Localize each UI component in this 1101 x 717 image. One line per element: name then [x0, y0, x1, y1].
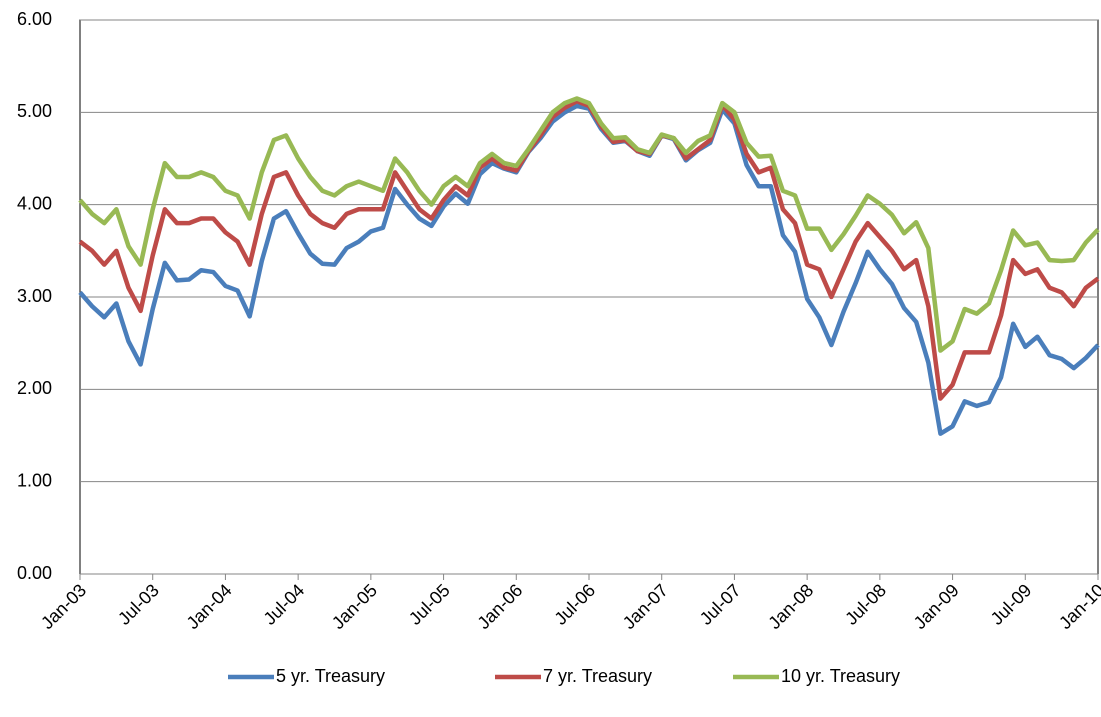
- x-tick-label: Jan-06: [473, 580, 526, 633]
- series-line: [78, 96, 1100, 353]
- x-tick-label: Jul-08: [841, 580, 890, 629]
- legend-label: 5 yr. Treasury: [276, 666, 385, 686]
- x-tick-label: Jan-05: [328, 580, 381, 633]
- x-tick-label: Jul-04: [260, 580, 309, 629]
- y-tick-label: 5.00: [17, 101, 52, 121]
- x-tick-label: Jan-09: [910, 580, 963, 633]
- x-tick-label: Jul-07: [696, 580, 745, 629]
- x-tick-label: Jan-08: [764, 580, 817, 633]
- x-tick-label: Jan-07: [619, 580, 672, 633]
- y-tick-label: 3.00: [17, 286, 52, 306]
- y-tick-label: 6.00: [17, 9, 52, 29]
- x-tick-label: Jul-09: [987, 580, 1036, 629]
- y-tick-label: 4.00: [17, 193, 52, 213]
- x-tick-label: Jan-10: [1055, 580, 1101, 633]
- y-tick-label: 1.00: [17, 470, 52, 490]
- series-line: [78, 103, 1100, 436]
- y-tick-label: 2.00: [17, 378, 52, 398]
- y-tick-label: 0.00: [17, 563, 52, 583]
- x-tick-label: Jul-06: [550, 580, 599, 629]
- x-tick-label: Jan-04: [183, 580, 236, 633]
- x-tick-label: Jul-05: [405, 580, 454, 629]
- x-tick-label: Jul-03: [114, 580, 163, 629]
- series-line: [78, 99, 1100, 401]
- x-tick-label: Jan-03: [37, 580, 90, 633]
- legend-label: 7 yr. Treasury: [543, 666, 652, 686]
- legend-label: 10 yr. Treasury: [781, 666, 900, 686]
